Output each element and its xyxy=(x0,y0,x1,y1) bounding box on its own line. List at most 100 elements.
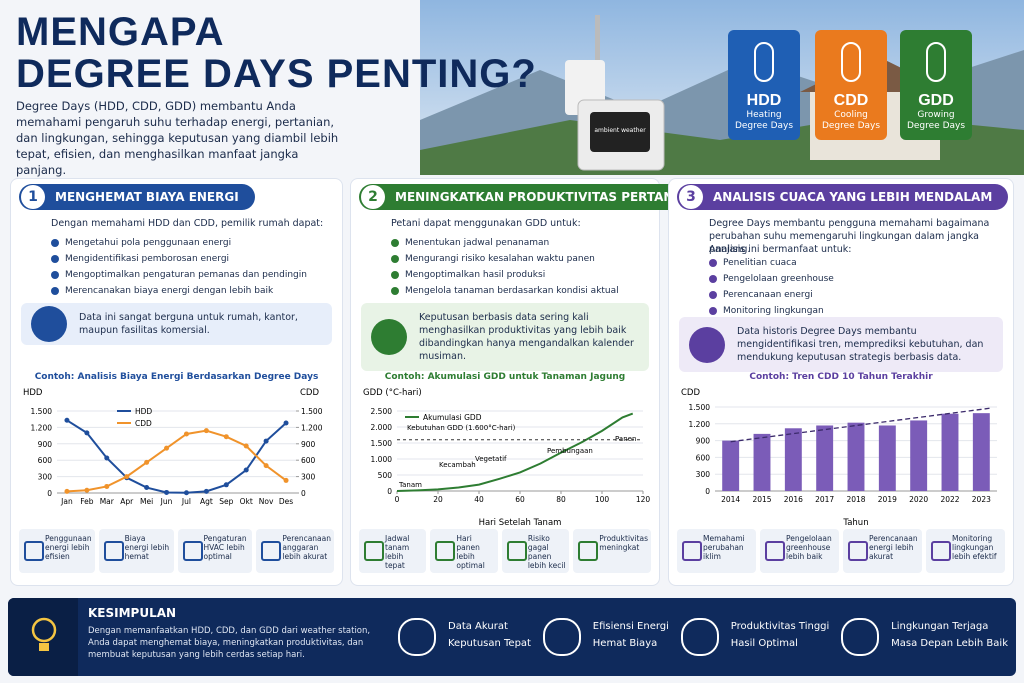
x-axis-label: Hari Setelah Tanam xyxy=(479,518,562,528)
point xyxy=(283,420,289,426)
threshold-label: Kebutuhan GDD (1.600°C-hari) xyxy=(407,424,516,432)
conclusion-bar: KESIMPULAN Dengan memanfaatkan HDD, CDD,… xyxy=(8,598,1016,676)
panel-subintro: Analisis ini bermanfaat untuk: xyxy=(709,244,852,255)
trend-line xyxy=(730,407,991,443)
y-tick-label: 0 xyxy=(387,487,392,496)
badge: CDD Cooling Degree Days xyxy=(815,30,887,140)
bulb-icon xyxy=(31,617,57,651)
x-tick-label: Sep xyxy=(219,497,233,506)
y2-tick-label: 0 xyxy=(301,489,306,498)
footer-item: Pengaturan HVAC lebih optimal xyxy=(177,529,253,573)
bar xyxy=(753,433,771,491)
bar xyxy=(878,425,896,491)
footer-item: Risiko gagal panen lebih kecil xyxy=(501,529,570,573)
point xyxy=(263,438,269,444)
x-tick-label: 2022 xyxy=(940,495,959,504)
footer-item: Monitoring lingkungan lebih efektif xyxy=(926,529,1005,573)
y-tick-label: 2.000 xyxy=(371,423,393,432)
footer-item: Memahami perubahan iklim xyxy=(677,529,756,573)
chart: Contoh: Analisis Biaya Energi Berdasarka… xyxy=(23,372,323,506)
panel-header: 3 ANALISIS CUACA YANG LEBIH MENDALAM xyxy=(677,184,1009,210)
y-tick-label: 1.200 xyxy=(689,420,711,429)
list-item: Mengoptimalkan pengaturan pemanas dan pe… xyxy=(51,267,307,283)
y-tick-label: 1.500 xyxy=(31,407,53,416)
panel-footer: Penggunaan energi lebih efisien Biaya ene… xyxy=(19,529,334,573)
point xyxy=(84,487,90,493)
y2-tick-label: 900 xyxy=(301,440,316,449)
legend-label: CDD xyxy=(135,419,152,428)
x-tick-label: Nov xyxy=(259,497,274,506)
device-label: ambient weather xyxy=(594,127,646,134)
stage-label: Kecambah xyxy=(439,461,476,469)
panel-title: MENINGKATKAN PRODUKTIVITAS PERTANIAN xyxy=(395,190,698,204)
chart-title: Contoh: Tren CDD 10 Tahun Terakhir xyxy=(749,372,933,382)
list-item: Mengurangi risiko kesalahan waktu panen xyxy=(391,251,619,267)
bar xyxy=(722,440,740,491)
point xyxy=(243,443,249,449)
point xyxy=(223,482,229,488)
y-tick-label: 0 xyxy=(47,489,52,498)
stage-label: Panen xyxy=(615,435,636,443)
panel-items: Menentukan jadwal penanaman Mengurangi ri… xyxy=(391,235,619,299)
point xyxy=(144,485,150,491)
point xyxy=(183,431,189,437)
list-item: Menentukan jadwal penanaman xyxy=(391,235,619,251)
bar xyxy=(972,413,990,491)
panel-header: 1 MENGHEMAT BIAYA ENERGI xyxy=(19,184,255,210)
badge-label: Heating Degree Days xyxy=(734,110,794,131)
benefit-subtitle: Keputusan Tepat xyxy=(448,638,531,649)
x-tick-label: Jan xyxy=(60,497,73,506)
stage-label: Tanam xyxy=(398,481,422,489)
badge-abbr: CDD xyxy=(833,92,869,109)
chart: Contoh: Akumulasi GDD untuk Tanaman Jagu… xyxy=(363,372,651,528)
bar xyxy=(847,422,865,491)
footer-item: Jadwal tanam lebih tepat xyxy=(359,529,427,573)
x-tick-label: 2020 xyxy=(909,495,928,504)
x-tick-label: Jul xyxy=(181,497,191,506)
panel-number: 3 xyxy=(679,185,703,209)
panel-title: MENGHEMAT BIAYA ENERGI xyxy=(55,190,239,204)
point xyxy=(263,463,269,469)
y-tick-label: 1.200 xyxy=(31,423,53,432)
bar xyxy=(910,420,928,491)
badge-icon xyxy=(754,42,774,82)
series-line xyxy=(66,429,287,493)
list-item: Pengelolaan greenhouse xyxy=(709,271,834,287)
y2-tick-label: 1.200 xyxy=(301,423,323,432)
point xyxy=(64,417,70,423)
y-tick-label: 1.500 xyxy=(371,439,393,448)
y-tick-label: 300 xyxy=(38,473,53,482)
benefit: Produktivitas Tinggi Hasil Optimal xyxy=(680,618,830,656)
x-tick-label: 40 xyxy=(474,495,484,504)
point xyxy=(144,459,150,465)
y-axis-label: HDD xyxy=(23,388,43,398)
badge: GDD Growing Degree Days xyxy=(900,30,972,140)
title: MENGAPA xyxy=(16,10,225,54)
badge-icon xyxy=(926,42,946,82)
x-tick-label: 100 xyxy=(595,495,610,504)
x-tick-label: 2014 xyxy=(721,495,740,504)
y-tick-label: 500 xyxy=(378,471,393,480)
x-tick-label: 2015 xyxy=(752,495,771,504)
series-line xyxy=(66,419,287,494)
footer-item: Penggunaan energi lebih efisien xyxy=(19,529,95,573)
point xyxy=(164,489,170,495)
panel-callout: Keputusan berbasis data sering kali meng… xyxy=(361,303,649,371)
conclusion-title: KESIMPULAN xyxy=(88,606,177,620)
panel-items: Penelitian cuaca Pengelolaan greenhouse Pe… xyxy=(709,255,834,319)
benefit-title: Produktivitas Tinggi xyxy=(730,621,830,632)
x-tick-label: Feb xyxy=(80,497,94,506)
y-axis-label: GDD (°C-hari) xyxy=(363,388,422,398)
legend-label: HDD xyxy=(135,407,152,416)
panel-callout: Data historis Degree Days membantu mengi… xyxy=(679,317,1003,372)
panel: 2 MENINGKATKAN PRODUKTIVITAS PERTANIAN Pet… xyxy=(350,178,714,586)
badge: HDD Heating Degree Days xyxy=(728,30,800,140)
point xyxy=(183,490,189,496)
x-tick-label: 60 xyxy=(515,495,525,504)
x-tick-label: 120 xyxy=(636,495,651,504)
benefit-subtitle: Hemat Biaya xyxy=(592,638,658,649)
badge-icon xyxy=(841,42,861,82)
list-item: Mengoptimalkan hasil produksi xyxy=(391,267,619,283)
panel-number: 1 xyxy=(21,185,45,209)
